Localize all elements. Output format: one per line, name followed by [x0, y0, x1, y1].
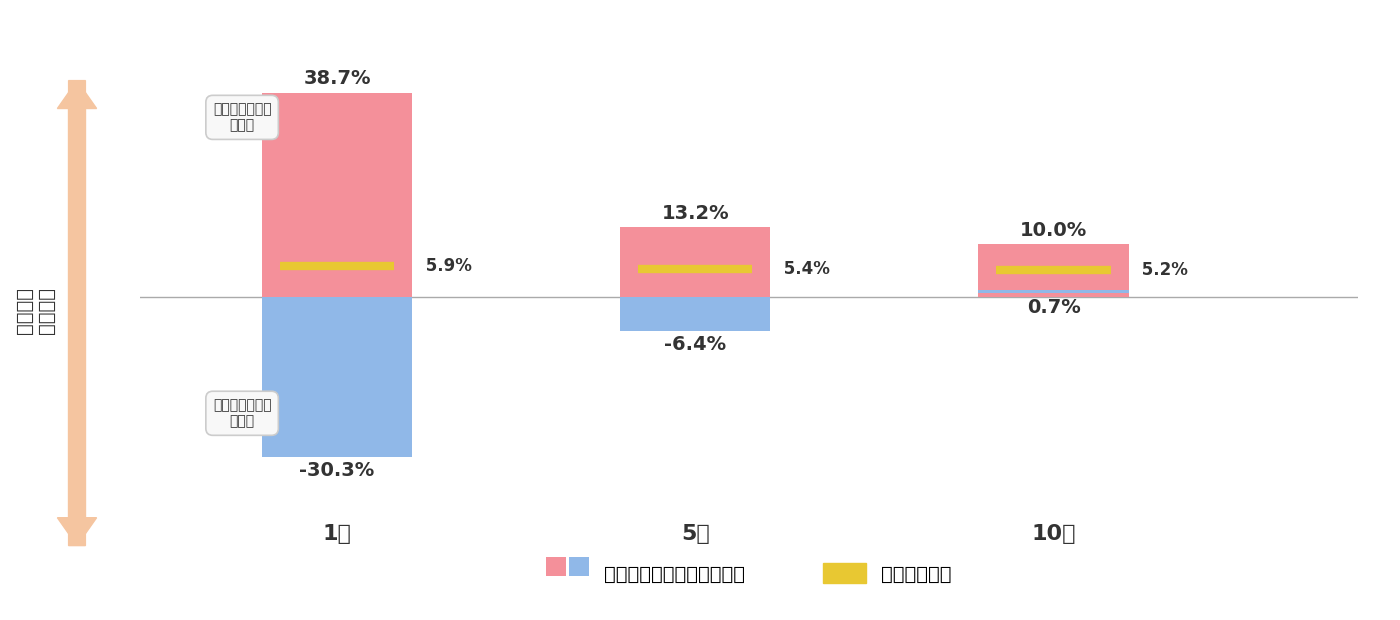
Bar — [979, 244, 1128, 297]
Text: 年率リターンの
最小値: 年率リターンの 最小値 — [213, 398, 272, 428]
Text: -6.4%: -6.4% — [664, 335, 727, 354]
Legend: 保有期間別リターンの範囲, 平均リターン: 保有期間別リターンの範囲, 平均リターン — [538, 556, 960, 591]
Text: 0.7%: 0.7% — [1026, 298, 1081, 317]
Text: リターン
の振れ幅: リターン の振れ幅 — [14, 286, 56, 334]
Text: 年率リターンの
最大値: 年率リターンの 最大値 — [213, 102, 272, 133]
Text: 5.2%: 5.2% — [1137, 260, 1189, 278]
Bar — [620, 228, 770, 297]
Text: -30.3%: -30.3% — [300, 461, 375, 480]
Text: 10.0%: 10.0% — [1019, 221, 1088, 240]
Bar — [979, 290, 1128, 293]
Bar — [620, 297, 770, 331]
Bar — [262, 92, 412, 297]
Bar — [262, 297, 412, 457]
Text: 13.2%: 13.2% — [661, 204, 729, 223]
Text: 5.4%: 5.4% — [778, 260, 830, 278]
Text: 38.7%: 38.7% — [304, 69, 371, 88]
Text: 5.9%: 5.9% — [420, 257, 472, 275]
